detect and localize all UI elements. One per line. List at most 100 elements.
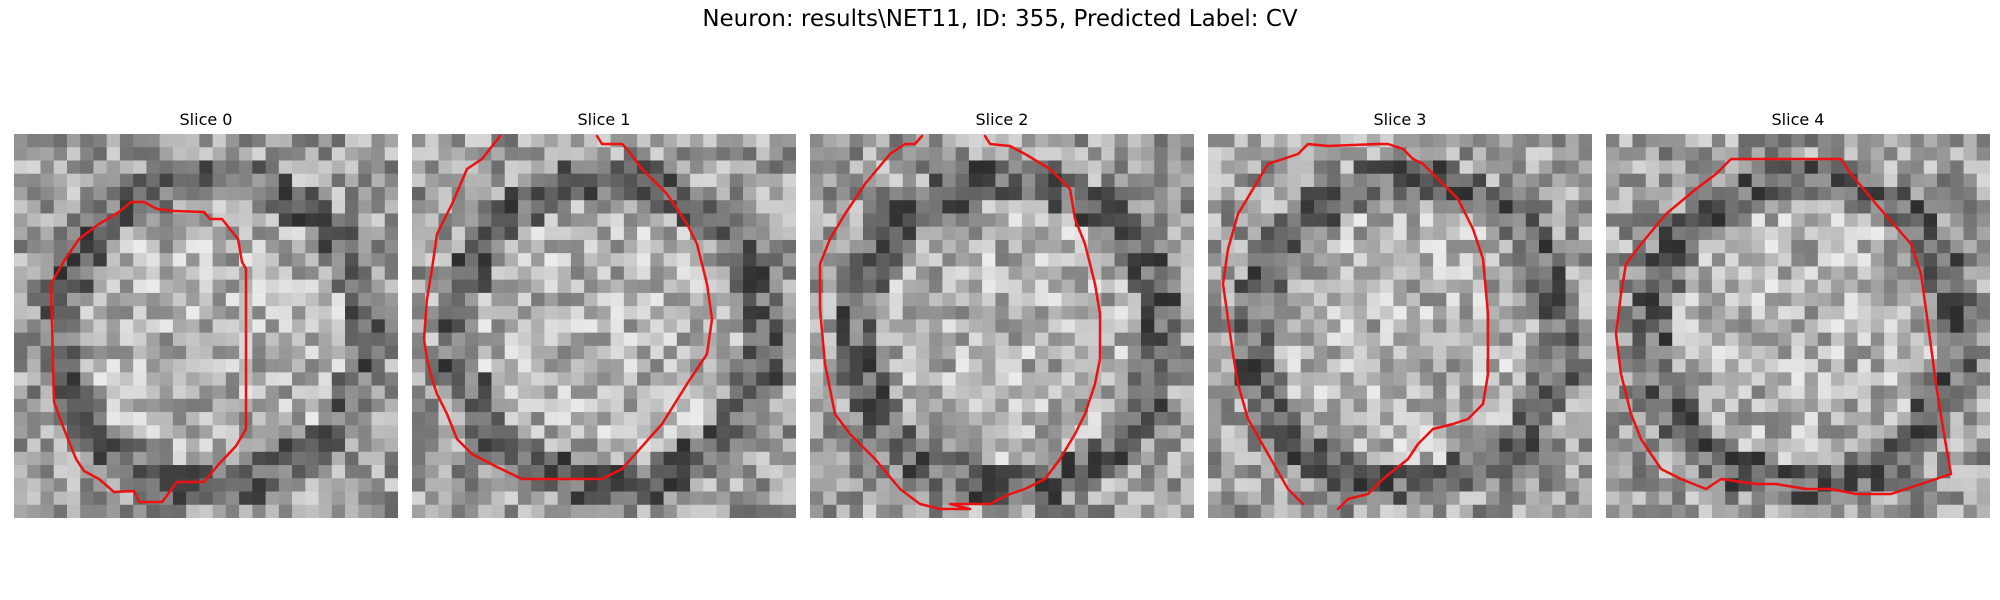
pixel-cell	[305, 504, 320, 518]
pixel-cell	[1565, 226, 1580, 241]
pixel-cell	[1539, 438, 1553, 453]
pixel-cell	[690, 465, 704, 479]
pixel-cell	[1167, 412, 1182, 426]
pixel-cell	[1472, 173, 1487, 188]
pixel-cell	[265, 213, 280, 228]
pixel-cell	[1619, 147, 1634, 162]
pixel-cell	[517, 173, 532, 188]
pixel-cell	[1141, 266, 1155, 281]
pixel-cell	[491, 491, 506, 506]
pixel-cell	[769, 438, 784, 453]
pixel-cell	[531, 186, 546, 201]
pixel-cell	[1419, 345, 1434, 360]
pixel-cell	[1114, 160, 1129, 175]
pixel-cell	[252, 147, 267, 162]
pixel-cell	[425, 173, 440, 188]
pixel-cell	[1287, 292, 1302, 307]
pixel-cell	[1419, 253, 1434, 268]
pixel-cell	[915, 332, 930, 347]
pixel-cell	[146, 438, 161, 453]
pixel-cell	[716, 332, 731, 347]
pixel-cell	[1459, 266, 1474, 281]
pixel-cell	[1897, 451, 1912, 466]
pixel-cell	[1512, 345, 1527, 360]
pixel-cell	[1778, 226, 1792, 241]
pixel-cell	[1074, 173, 1089, 188]
pixel-cell	[1008, 478, 1023, 493]
pixel-cell	[769, 292, 784, 307]
pixel-cell	[1937, 491, 1951, 506]
pixel-cell	[955, 438, 970, 453]
pixel-cell	[1300, 425, 1315, 440]
pixel-cell	[517, 372, 532, 387]
pixel-cell	[1340, 451, 1355, 466]
pixel-cell	[1725, 332, 1740, 347]
pixel-cell	[915, 491, 930, 506]
pixel-cell	[1791, 213, 1806, 228]
pixel-cell	[1764, 306, 1779, 320]
pixel-cell	[1606, 147, 1620, 162]
pixel-cell	[1313, 160, 1328, 175]
pixel-cell	[810, 173, 824, 188]
pixel-cell	[504, 345, 519, 360]
pixel-cell	[265, 412, 280, 426]
pixel-cell	[14, 200, 28, 215]
pixel-cell	[27, 173, 42, 188]
pixel-cell	[823, 425, 838, 440]
pixel-cell	[504, 359, 519, 373]
pixel-cell	[1804, 412, 1819, 426]
pixel-cell	[756, 372, 771, 387]
pixel-cell	[637, 134, 651, 148]
pixel-cell	[1180, 134, 1194, 148]
pixel-cell	[782, 478, 796, 493]
pixel-cell	[106, 345, 121, 360]
pixel-cell	[968, 319, 983, 334]
pixel-cell	[1127, 491, 1142, 506]
pixel-cell	[1406, 213, 1421, 228]
pixel-cell	[1923, 253, 1938, 268]
pixel-cell	[1008, 451, 1023, 466]
pixel-cell	[1672, 160, 1687, 175]
pixel-cell	[1672, 213, 1687, 228]
pixel-cell	[1446, 239, 1461, 254]
pixel-cell	[1539, 412, 1553, 426]
pixel-cell	[597, 279, 612, 294]
pixel-cell	[1340, 359, 1355, 373]
pixel-cell	[1366, 465, 1381, 479]
pixel-cell	[1552, 425, 1567, 440]
pixel-cell	[570, 359, 585, 373]
pixel-cell	[278, 306, 293, 320]
pixel-cell	[676, 200, 691, 215]
pixel-cell	[252, 465, 267, 479]
pixel-cell	[1606, 173, 1620, 188]
pixel-cell	[1472, 438, 1487, 453]
pixel-cell	[14, 186, 28, 201]
pixel-cell	[451, 438, 466, 453]
pixel-cell	[1287, 173, 1302, 188]
pixel-cell	[40, 504, 55, 518]
pixel-cell	[1221, 186, 1236, 201]
pixel-cell	[1738, 425, 1753, 440]
pixel-cell	[119, 504, 134, 518]
pixel-cell	[1817, 385, 1832, 400]
pixel-cell	[968, 200, 983, 215]
pixel-cell	[1672, 279, 1687, 294]
pixel-cell	[823, 332, 838, 347]
pixel-cell	[703, 412, 718, 426]
pixel-cell	[1459, 292, 1474, 307]
pixel-cell	[1525, 173, 1540, 188]
pixel-cell	[1937, 134, 1951, 148]
pixel-cell	[1791, 186, 1806, 201]
pixel-cell	[1632, 200, 1647, 215]
pixel-cell	[1685, 226, 1700, 241]
pixel-cell	[1831, 292, 1845, 307]
pixel-cell	[1751, 213, 1766, 228]
pixel-cell	[1725, 292, 1740, 307]
pixel-cell	[412, 134, 426, 148]
pixel-cell	[716, 186, 731, 201]
pixel-cell	[1578, 279, 1592, 294]
pixel-cell	[1234, 226, 1249, 241]
pixel-cell	[1950, 491, 1965, 506]
pixel-cell	[570, 147, 585, 162]
pixel-cell	[425, 306, 440, 320]
